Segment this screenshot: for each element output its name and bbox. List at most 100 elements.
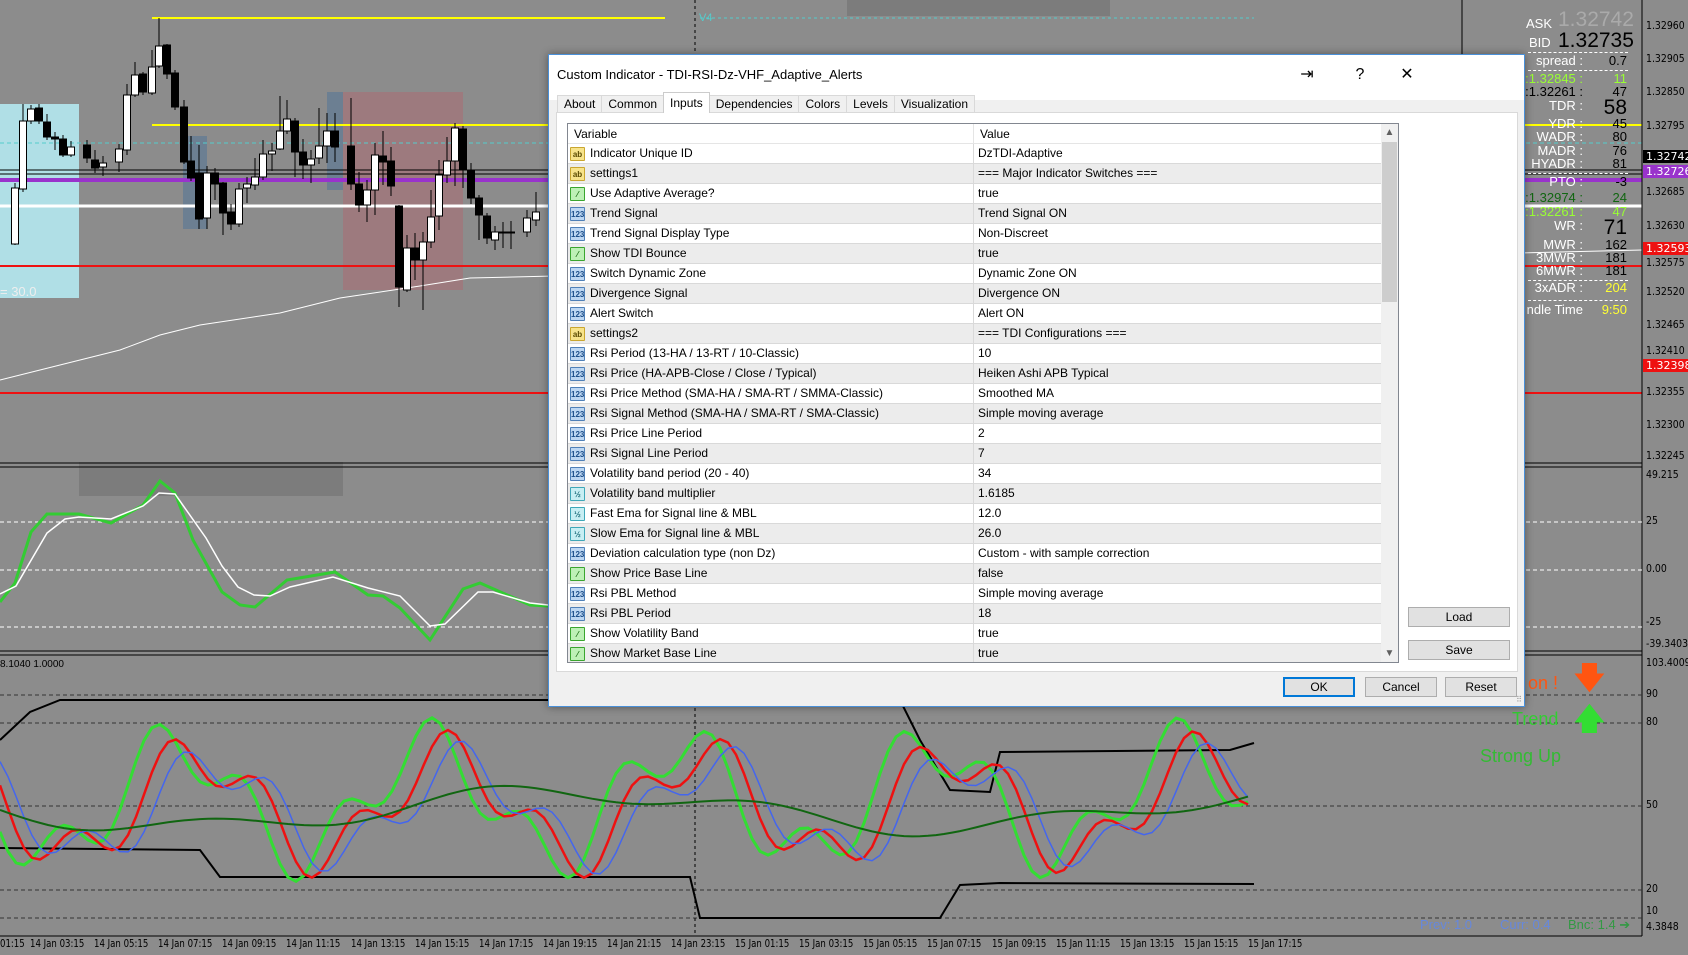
- table-row[interactable]: 123 Volatility band period (20 - 40) 34: [568, 464, 1398, 484]
- value-cell[interactable]: Trend Signal ON: [978, 206, 1067, 220]
- dock-icon[interactable]: ⇥: [1300, 66, 1314, 83]
- table-row[interactable]: 123 Rsi PBL Period 18: [568, 604, 1398, 624]
- table-row[interactable]: 123 Rsi Period (13-HA / 13-RT / 10-Classi…: [568, 344, 1398, 364]
- value-cell[interactable]: 12.0: [978, 506, 1002, 520]
- scrollbar-thumb[interactable]: [1382, 142, 1397, 302]
- info-value: 11: [1613, 71, 1628, 86]
- value-cell[interactable]: 7: [978, 446, 985, 460]
- table-row[interactable]: ab settings1 === Major Indicator Switches …: [568, 164, 1398, 184]
- table-row[interactable]: 123 Rsi PBL Method Simple moving average: [568, 584, 1398, 604]
- table-row[interactable]: 123 Trend Signal Display Type Non-Discreet: [568, 224, 1398, 244]
- value-cell[interactable]: DzTDI-Adaptive: [978, 146, 1063, 160]
- reset-button[interactable]: Reset: [1445, 677, 1517, 697]
- value-cell[interactable]: true: [978, 626, 999, 640]
- value-cell[interactable]: true: [978, 246, 999, 260]
- value-cell[interactable]: === Major Indicator Switches ===: [978, 166, 1158, 180]
- column-header-variable[interactable]: Variable: [568, 124, 974, 143]
- table-row[interactable]: ab settings2 === TDI Configurations ===: [568, 324, 1398, 344]
- value-cell[interactable]: Non-Discreet: [978, 226, 1049, 240]
- table-row[interactable]: 123 Switch Dynamic Zone Dynamic Zone ON: [568, 264, 1398, 284]
- table-row[interactable]: ½ Fast Ema for Signal line & MBL 12.0: [568, 504, 1398, 524]
- table-row[interactable]: 123 Rsi Signal Method (SMA-HA / SMA-RT / …: [568, 404, 1398, 424]
- value-cell[interactable]: 10: [978, 346, 992, 360]
- value-cell[interactable]: 34: [978, 466, 992, 480]
- table-row[interactable]: ⁄ Show Market Base Line true: [568, 644, 1398, 662]
- resize-grip-icon[interactable]: ⠿: [1516, 695, 1522, 704]
- table-row[interactable]: 123 Deviation calculation type (non Dz) Cu…: [568, 544, 1398, 564]
- time-tick: 14 Jan 09:15: [222, 937, 277, 950]
- info-value: 76: [1612, 143, 1627, 158]
- value-cell[interactable]: Heiken Ashi APB Typical: [978, 366, 1109, 380]
- value-cell[interactable]: Custom - with sample correction: [978, 546, 1150, 560]
- value-cell[interactable]: Alert ON: [978, 306, 1025, 320]
- table-row[interactable]: ⁄ Show Volatility Band true: [568, 624, 1398, 644]
- table-row[interactable]: 123 Rsi Price Method (SMA-HA / SMA-RT / S…: [568, 384, 1398, 404]
- scroll-up-icon[interactable]: ▲: [1384, 127, 1395, 138]
- table-row[interactable]: 123 Rsi Price (HA-APB-Close / Close / Typ…: [568, 364, 1398, 384]
- value-cell[interactable]: Dynamic Zone ON: [978, 266, 1077, 280]
- save-button[interactable]: Save: [1408, 640, 1510, 660]
- variable-name: Rsi Signal Method (SMA-HA / SMA-RT / SMA…: [590, 406, 879, 420]
- integer-type-icon: 123: [570, 286, 585, 301]
- table-row[interactable]: 123 Rsi Price Line Period 2: [568, 424, 1398, 444]
- ok-button[interactable]: OK: [1283, 677, 1355, 697]
- variable-name: Slow Ema for Signal line & MBL: [590, 526, 760, 540]
- vertical-scrollbar[interactable]: ▲ ▼: [1381, 124, 1398, 662]
- value-cell[interactable]: false: [978, 566, 1004, 580]
- candle-body: [491, 231, 499, 241]
- value-cell[interactable]: 18: [978, 606, 992, 620]
- table-row[interactable]: ab Indicator Unique ID DzTDI-Adaptive: [568, 144, 1398, 164]
- table-row[interactable]: ⁄ Show TDI Bounce true: [568, 244, 1398, 264]
- value-cell[interactable]: true: [978, 646, 999, 660]
- candle-body: [315, 145, 323, 159]
- price-tick: 1.32630: [1646, 219, 1685, 232]
- integer-type-icon: 123: [570, 546, 585, 561]
- table-row[interactable]: 123 Divergence Signal Divergence ON: [568, 284, 1398, 304]
- help-button[interactable]: ?: [1355, 66, 1365, 83]
- info-value: 47: [1612, 204, 1627, 219]
- candle-body: [331, 130, 339, 148]
- load-button[interactable]: Load: [1408, 607, 1510, 627]
- tab-levels[interactable]: Levels: [846, 95, 895, 113]
- value-cell[interactable]: 1.6185: [978, 486, 1015, 500]
- value-cell[interactable]: === TDI Configurations ===: [978, 326, 1127, 340]
- value-cell[interactable]: Divergence ON: [978, 286, 1061, 300]
- tab-about[interactable]: About: [557, 95, 603, 113]
- dialog-titlebar[interactable]: Custom Indicator - TDI-RSI-Dz-VHF_Adapti…: [549, 55, 1524, 100]
- table-row[interactable]: 123 Rsi Signal Line Period 7: [568, 444, 1398, 464]
- tab-visualization[interactable]: Visualization: [893, 95, 976, 113]
- table-row[interactable]: ½ Volatility band multiplier 1.6185: [568, 484, 1398, 504]
- info-value: 80: [1612, 129, 1627, 144]
- table-body: ab Indicator Unique ID DzTDI-Adaptive ab set…: [568, 144, 1398, 662]
- table-row[interactable]: ⁄ Show Price Base Line false: [568, 564, 1398, 584]
- tab-inputs[interactable]: Inputs: [663, 92, 710, 113]
- candle-body: [163, 44, 171, 75]
- table-row[interactable]: ⁄ Use Adaptive Average? true: [568, 184, 1398, 204]
- scroll-down-icon[interactable]: ▼: [1384, 648, 1395, 659]
- value-cell[interactable]: true: [978, 186, 999, 200]
- table-row[interactable]: 123 Alert Switch Alert ON: [568, 304, 1398, 324]
- tdi-tick: 10: [1646, 904, 1658, 917]
- value-cell[interactable]: Simple moving average: [978, 586, 1104, 600]
- candle-body: [371, 154, 379, 191]
- value-cell[interactable]: Smoothed MA: [978, 386, 1055, 400]
- tab-colors[interactable]: Colors: [798, 95, 848, 113]
- variable-cell: 123 Switch Dynamic Zone: [568, 264, 974, 283]
- table-row[interactable]: 123 Trend Signal Trend Signal ON: [568, 204, 1398, 224]
- upper-band: [0, 698, 1255, 794]
- variable-cell: 123 Rsi PBL Method: [568, 584, 974, 603]
- tab-common[interactable]: Common: [601, 95, 665, 113]
- tab-dependencies[interactable]: Dependencies: [708, 95, 800, 113]
- time-tick: 15 Jan 13:15: [1119, 937, 1175, 950]
- table-row[interactable]: ½ Slow Ema for Signal line & MBL 26.0: [568, 524, 1398, 544]
- close-icon[interactable]: ✕: [1400, 66, 1414, 83]
- time-tick: 15 Jan 03:15: [799, 937, 854, 950]
- value-cell[interactable]: Simple moving average: [978, 406, 1104, 420]
- value-cell[interactable]: 2: [978, 426, 985, 440]
- cancel-button[interactable]: Cancel: [1365, 677, 1437, 697]
- value-cell[interactable]: 26.0: [978, 526, 1002, 540]
- variable-name: Switch Dynamic Zone: [590, 266, 707, 280]
- candle-body: [51, 136, 59, 140]
- column-header-value[interactable]: Value: [980, 127, 1010, 141]
- integer-type-icon: 123: [570, 386, 585, 401]
